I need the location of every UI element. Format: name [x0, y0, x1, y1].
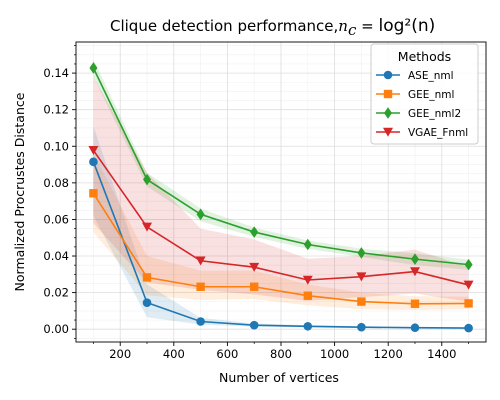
data-point-VGAE_Fnml [142, 222, 153, 232]
data-point-ASE_nml [357, 322, 366, 332]
series-line-GEE_nml2 [92, 67, 469, 266]
legend: Methods ASE_nml GEE_nml GEE_nml2 VGAE_Fnml [370, 43, 479, 145]
confidence-bands [93, 59, 469, 329]
title-math-expr: log²(n) [378, 16, 435, 36]
data-point-GEE_nml [410, 299, 420, 308]
legend-title: Methods [398, 49, 451, 64]
y-tick-label: 0.04 [43, 249, 69, 263]
data-point-VGAE_Fnml [302, 275, 313, 285]
x-tick-label: 1400 [427, 347, 456, 361]
data-point-GEE_nml [89, 189, 98, 198]
x-axis-label: Number of vertices [219, 370, 339, 385]
legend-frame [370, 43, 479, 145]
data-point-VGAE_Fnml [356, 272, 367, 282]
data-point-GEE_nml2 [303, 238, 312, 251]
x-tick-label: 200 [109, 347, 131, 361]
legend-marker-ASE_nml [383, 70, 393, 80]
legend-marker-GEE_nml2 [384, 107, 392, 119]
x-tick-label: 600 [216, 347, 238, 361]
y-tick-label: 0.14 [43, 66, 69, 80]
data-point-GEE_nml2 [464, 258, 473, 271]
data-point-GEE_nml [142, 273, 152, 282]
data-point-ASE_nml [410, 323, 420, 333]
data-point-ASE_nml [89, 157, 98, 167]
series-line-ASE_nml [92, 161, 469, 329]
data-point-GEE_nml [357, 297, 366, 306]
x-tick-label: 1200 [374, 347, 403, 361]
x-tick-label: 1000 [320, 347, 349, 361]
x-tick-label: 800 [270, 347, 292, 361]
y-tick-label: 0.06 [43, 212, 69, 226]
y-tick-label: 0.00 [43, 322, 69, 336]
y-tick-label: 0.08 [43, 176, 69, 190]
data-point-GEE_nml2 [410, 253, 419, 265]
data-point-GEE_nml2 [357, 247, 366, 259]
title-math-var: n [338, 17, 348, 35]
y-tick-label: 0.12 [43, 103, 69, 117]
axes: 200 400 600 800 1000 1200 1400 0.00 0.02 0.04 0.06… [43, 41, 487, 361]
series-line-VGAE_Fnml [92, 149, 469, 286]
legend-marker-GEE_nml [383, 89, 393, 99]
data-point-GEE_nml2 [89, 62, 98, 74]
y-tick-label: 0.10 [43, 139, 69, 153]
confidence-band-VGAE_Fnml [93, 76, 469, 302]
chart-title: Clique detection performance,nc = log²(n… [110, 16, 435, 39]
data-point-GEE_nml [250, 282, 259, 291]
title-math-sub: c [348, 21, 357, 39]
legend-label-ASE_nml: ASE_nml [408, 70, 454, 82]
legend-label-GEE_nml: GEE_nml [408, 89, 454, 101]
series-line-GEE_nml [92, 192, 469, 305]
data-point-GEE_nml2 [196, 208, 205, 221]
y-tick-label: 0.02 [43, 286, 69, 300]
data-point-ASE_nml [196, 317, 205, 326]
data-point-GEE_nml [464, 299, 473, 308]
data-point-GEE_nml [196, 282, 205, 291]
legend-items: ASE_nml GEE_nml GEE_nml2 VGAE_Fnml [376, 70, 468, 139]
title-math-eq: = [356, 17, 378, 35]
confidence-band-GEE_nml [93, 153, 469, 310]
chart-title-text: Clique detection performance, [110, 17, 338, 35]
data-point-VGAE_Fnml [249, 262, 260, 272]
data-point-ASE_nml [249, 320, 259, 330]
data-point-VGAE_Fnml [88, 145, 99, 155]
data-point-GEE_nml [303, 291, 312, 300]
data-point-GEE_nml2 [250, 226, 259, 238]
x-tick-label: 400 [163, 347, 185, 361]
legend-label-GEE_nml2: GEE_nml2 [408, 108, 461, 120]
data-point-VGAE_Fnml [195, 256, 206, 266]
legend-label-VGAE_Fnml: VGAE_Fnml [408, 127, 468, 139]
data-point-ASE_nml [303, 321, 313, 331]
data-point-ASE_nml [142, 298, 152, 307]
data-point-VGAE_Fnml [409, 267, 420, 277]
data-point-VGAE_Fnml [463, 280, 474, 290]
data-point-GEE_nml2 [143, 173, 152, 186]
y-axis-label: Normalized Procrustes Distance [12, 92, 27, 291]
legend-marker-VGAE_Fnml [383, 127, 393, 137]
data-point-ASE_nml [464, 323, 473, 333]
series-lines [88, 62, 474, 333]
